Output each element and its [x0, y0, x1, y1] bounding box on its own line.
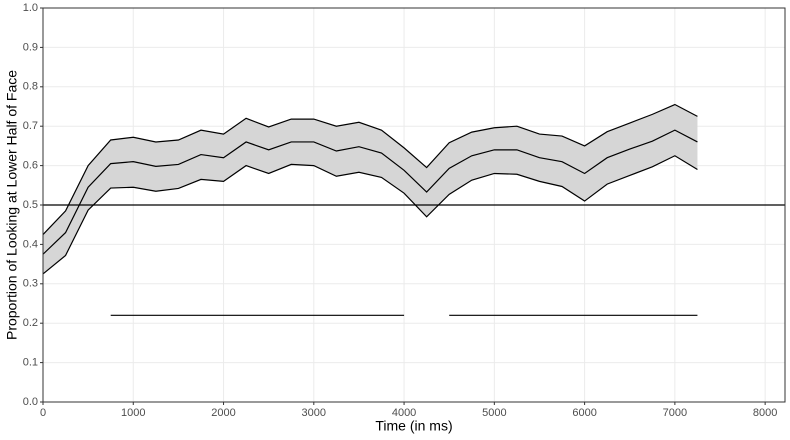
y-tick-label: 0.1	[23, 357, 38, 369]
upper-line	[42, 103, 698, 235]
y-tick-label: 0.5	[23, 199, 38, 211]
lower-line	[42, 155, 698, 275]
x-tick-label: 0	[40, 407, 46, 419]
x-tick-label: 5000	[482, 407, 506, 419]
ribbon	[43, 104, 698, 274]
y-tick-label: 0.8	[23, 81, 38, 93]
x-tick-label: 2000	[211, 407, 235, 419]
y-tick-label: 0.2	[23, 317, 38, 329]
y-tick-label: 0.9	[23, 41, 38, 53]
x-tick-label: 3000	[302, 407, 326, 419]
y-tick-label: 0.3	[23, 278, 38, 290]
x-tick-label: 8000	[753, 407, 777, 419]
y-tick-label: 0.6	[23, 160, 38, 172]
panel-border	[42, 7, 786, 403]
x-tick-label: 7000	[663, 407, 687, 419]
x-tick-label: 1000	[121, 407, 145, 419]
y-tick-label: 0.7	[23, 120, 38, 132]
y-axis-title: Proportion of Looking at Lower Half of F…	[4, 70, 20, 340]
y-tick-label: 0.4	[23, 238, 38, 250]
y-tick-label: 1.0	[23, 2, 38, 14]
y-tick-label: 0.0	[23, 396, 38, 408]
x-tick-label: 6000	[572, 407, 596, 419]
x-tick-label: 4000	[392, 407, 416, 419]
x-axis-title: Time (in ms)	[375, 418, 452, 434]
mean-line	[42, 129, 698, 255]
